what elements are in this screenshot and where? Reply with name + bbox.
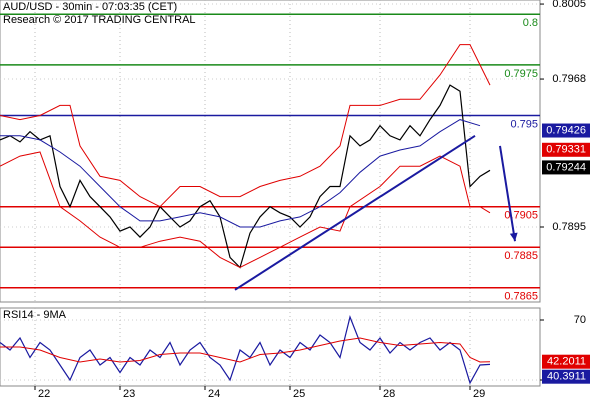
x-tick-label: 23: [123, 388, 135, 400]
rsi-title: RSI14 - 9MA: [3, 309, 67, 321]
last-value-label: 0.79331: [546, 144, 586, 156]
level-label: 0.795: [510, 118, 538, 130]
last-value-label: 0.79426: [546, 124, 586, 136]
x-tick-label: 24: [208, 388, 220, 400]
rsi-panel: [0, 307, 541, 387]
series-line: [0, 44, 491, 208]
last-value-label: 40.3911: [547, 371, 586, 383]
series-line: [0, 315, 491, 385]
last-value-box: [542, 354, 590, 369]
y-tick-label: 0.8005: [552, 0, 586, 10]
last-value-box: [542, 142, 590, 157]
last-value-box: [542, 123, 590, 138]
arrow-head: [509, 232, 518, 242]
x-tick-label: 28: [383, 388, 395, 400]
y-tick-label: 0.7968: [552, 73, 586, 85]
y-tick-label: 70: [574, 314, 586, 326]
level-label: 0.8: [523, 17, 538, 29]
series-line: [0, 84, 491, 269]
trendline: [234, 134, 476, 291]
y-tick-label: 0.7895: [552, 221, 586, 233]
level-label: 0.7885: [504, 250, 538, 262]
last-value-box: [542, 369, 590, 384]
x-tick-label: 29: [473, 388, 485, 400]
series-line: [0, 337, 491, 363]
chart-title: AUD/USD - 30min - 07:03:35 (CET): [3, 1, 177, 13]
last-value-box: [542, 160, 590, 175]
last-value-label: 42.2011: [547, 356, 586, 368]
level-label: 0.7975: [504, 68, 538, 80]
trendline: [499, 145, 516, 242]
chart-subtitle: Research © 2017 TRADING CENTRAL: [3, 14, 196, 26]
last-value-label: 0.79244: [546, 161, 586, 173]
series-line: [0, 151, 491, 269]
series-line: [0, 119, 481, 228]
level-label: 0.7905: [504, 210, 538, 222]
x-tick-label: 22: [38, 388, 50, 400]
level-label: 0.7865: [504, 291, 538, 303]
x-tick-label: 25: [293, 388, 305, 400]
